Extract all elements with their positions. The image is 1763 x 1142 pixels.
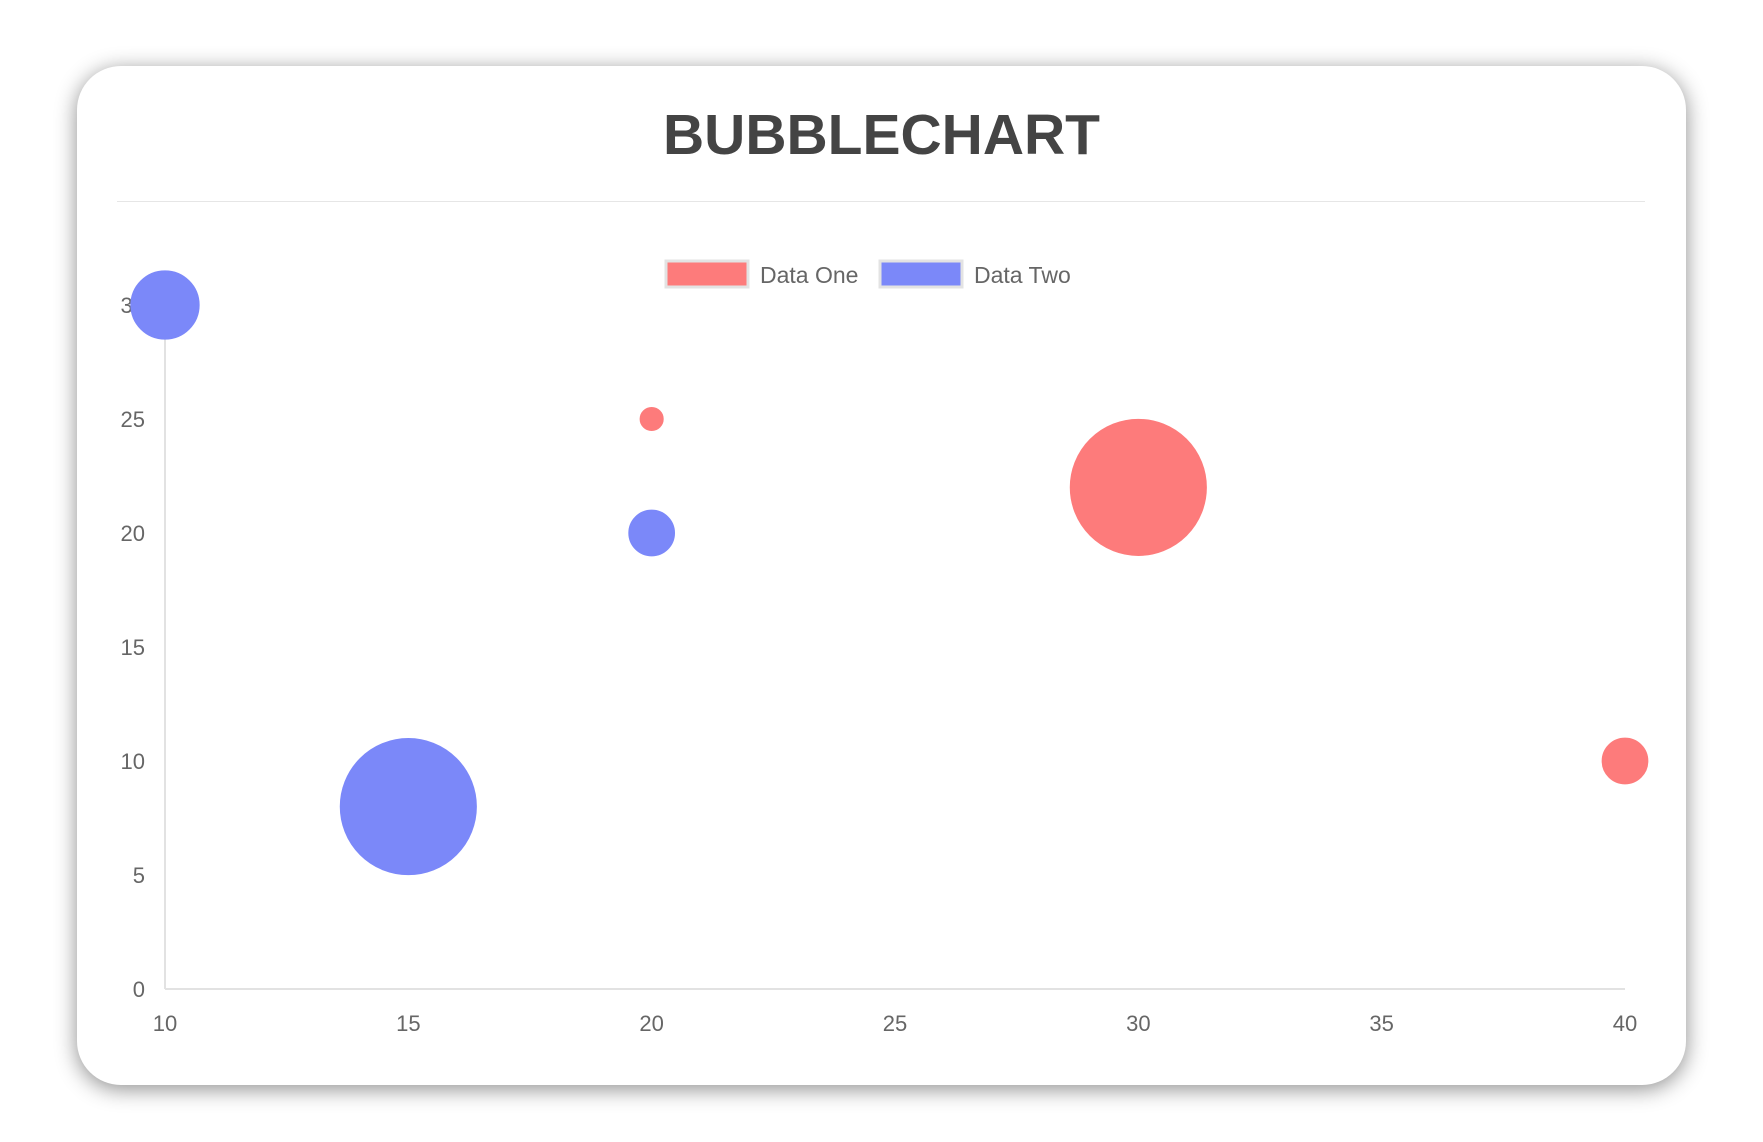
bubble-point (639, 406, 664, 432)
y-tick-label: 10 (121, 749, 145, 774)
y-tick-label: 25 (121, 407, 145, 432)
legend-label: Data Two (974, 262, 1071, 288)
y-tick-label: 15 (121, 635, 145, 660)
x-tick-label: 40 (1613, 1011, 1637, 1036)
x-tick-label: 25 (883, 1011, 907, 1036)
bubble-point (130, 270, 200, 340)
bubble-point (1601, 737, 1649, 785)
chart-title: BUBBLECHART (663, 103, 1100, 167)
y-tick-label: 20 (121, 521, 145, 546)
chart-card (77, 66, 1686, 1085)
bubble-point (339, 738, 477, 876)
bubble-point (1069, 418, 1207, 556)
title-divider (117, 201, 1645, 202)
x-tick-label: 30 (1126, 1011, 1150, 1036)
legend-label: Data One (760, 262, 858, 288)
y-tick-label: 5 (133, 863, 145, 888)
x-tick-label: 15 (396, 1011, 420, 1036)
y-tick-label: 0 (133, 977, 145, 1002)
x-tick-label: 20 (639, 1011, 663, 1036)
bubble-point (628, 509, 676, 557)
x-tick-label: 35 (1369, 1011, 1393, 1036)
x-tick-label: 10 (153, 1011, 177, 1036)
legend-swatch (664, 259, 750, 289)
legend-swatch (878, 259, 964, 289)
